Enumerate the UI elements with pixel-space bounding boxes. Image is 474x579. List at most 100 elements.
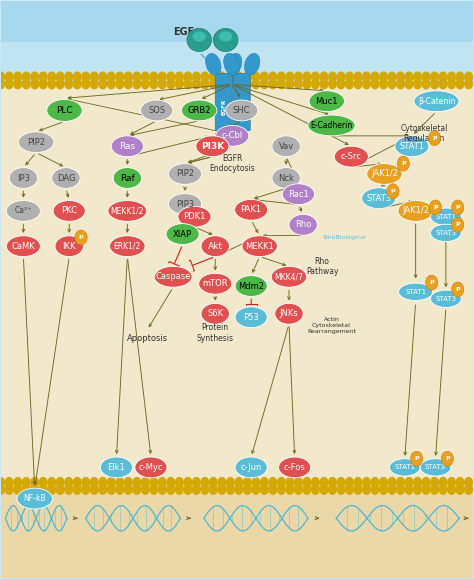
Text: c-Src: c-Src <box>341 152 362 161</box>
Circle shape <box>388 72 396 81</box>
Circle shape <box>439 485 447 494</box>
Circle shape <box>448 478 456 487</box>
Circle shape <box>210 79 217 89</box>
Ellipse shape <box>279 457 311 478</box>
Circle shape <box>158 79 166 89</box>
Circle shape <box>99 485 107 494</box>
Ellipse shape <box>420 459 451 476</box>
Text: SOS: SOS <box>148 106 165 115</box>
Text: Nck: Nck <box>278 174 294 182</box>
Circle shape <box>397 72 404 81</box>
Circle shape <box>56 485 64 494</box>
Text: Ca²⁺: Ca²⁺ <box>15 207 32 215</box>
Ellipse shape <box>55 236 83 256</box>
Circle shape <box>346 72 353 81</box>
Circle shape <box>39 79 47 89</box>
Text: PI3K: PI3K <box>201 142 224 151</box>
Circle shape <box>65 72 73 81</box>
Ellipse shape <box>6 236 40 256</box>
Circle shape <box>431 485 438 494</box>
FancyBboxPatch shape <box>233 74 250 131</box>
Ellipse shape <box>141 100 173 121</box>
Circle shape <box>150 478 157 487</box>
Text: STAT1: STAT1 <box>405 289 426 295</box>
Text: P: P <box>456 205 460 210</box>
Circle shape <box>39 478 47 487</box>
Circle shape <box>244 79 251 89</box>
Ellipse shape <box>6 200 40 221</box>
Circle shape <box>108 72 115 81</box>
Text: PIP2: PIP2 <box>176 170 194 178</box>
Circle shape <box>5 485 13 494</box>
Text: DAG: DAG <box>57 174 75 182</box>
Text: P: P <box>433 205 438 210</box>
Text: c-Myc: c-Myc <box>139 463 163 472</box>
Circle shape <box>82 72 90 81</box>
Circle shape <box>14 79 21 89</box>
Text: PIP3: PIP3 <box>176 200 194 208</box>
Circle shape <box>48 72 55 81</box>
Circle shape <box>218 79 226 89</box>
Circle shape <box>22 79 30 89</box>
Circle shape <box>192 79 200 89</box>
Text: P: P <box>401 161 406 166</box>
Ellipse shape <box>309 91 345 112</box>
Circle shape <box>441 451 454 466</box>
Text: Caspase: Caspase <box>155 272 191 281</box>
Ellipse shape <box>155 266 192 287</box>
Circle shape <box>346 485 353 494</box>
Circle shape <box>150 72 157 81</box>
Ellipse shape <box>17 488 53 509</box>
Circle shape <box>387 184 399 199</box>
Text: STAT1: STAT1 <box>394 464 415 470</box>
Circle shape <box>201 478 209 487</box>
Circle shape <box>5 72 13 81</box>
Circle shape <box>65 485 73 494</box>
Text: S6K: S6K <box>207 309 223 318</box>
Circle shape <box>133 485 141 494</box>
Circle shape <box>14 72 21 81</box>
Circle shape <box>278 485 285 494</box>
Circle shape <box>422 79 430 89</box>
Ellipse shape <box>196 136 229 157</box>
Polygon shape <box>0 86 474 486</box>
Circle shape <box>73 485 81 494</box>
Circle shape <box>456 478 464 487</box>
Circle shape <box>346 79 353 89</box>
Circle shape <box>48 485 55 494</box>
Ellipse shape <box>430 290 461 307</box>
Circle shape <box>363 485 370 494</box>
Circle shape <box>303 478 311 487</box>
Ellipse shape <box>272 136 301 157</box>
Circle shape <box>175 72 183 81</box>
Ellipse shape <box>226 100 258 121</box>
Circle shape <box>286 79 294 89</box>
Circle shape <box>99 478 107 487</box>
Circle shape <box>371 72 379 81</box>
Circle shape <box>158 72 166 81</box>
Bar <box>0 76 474 84</box>
Ellipse shape <box>178 206 211 227</box>
Circle shape <box>218 485 226 494</box>
Ellipse shape <box>192 31 206 42</box>
Ellipse shape <box>242 236 277 256</box>
Text: P: P <box>414 456 419 461</box>
Circle shape <box>337 79 345 89</box>
Circle shape <box>354 72 362 81</box>
Circle shape <box>22 72 30 81</box>
Text: IKK: IKK <box>63 241 76 251</box>
Circle shape <box>405 485 413 494</box>
Circle shape <box>448 72 456 81</box>
Ellipse shape <box>308 115 355 136</box>
Circle shape <box>429 200 442 215</box>
Circle shape <box>252 478 260 487</box>
Circle shape <box>337 478 345 487</box>
Text: c-Jun: c-Jun <box>240 463 262 472</box>
Text: P: P <box>391 189 395 194</box>
Circle shape <box>142 79 149 89</box>
Circle shape <box>261 485 268 494</box>
Circle shape <box>210 478 217 487</box>
Text: Akt: Akt <box>208 241 223 251</box>
Circle shape <box>397 478 404 487</box>
Text: Muc1: Muc1 <box>316 97 338 106</box>
